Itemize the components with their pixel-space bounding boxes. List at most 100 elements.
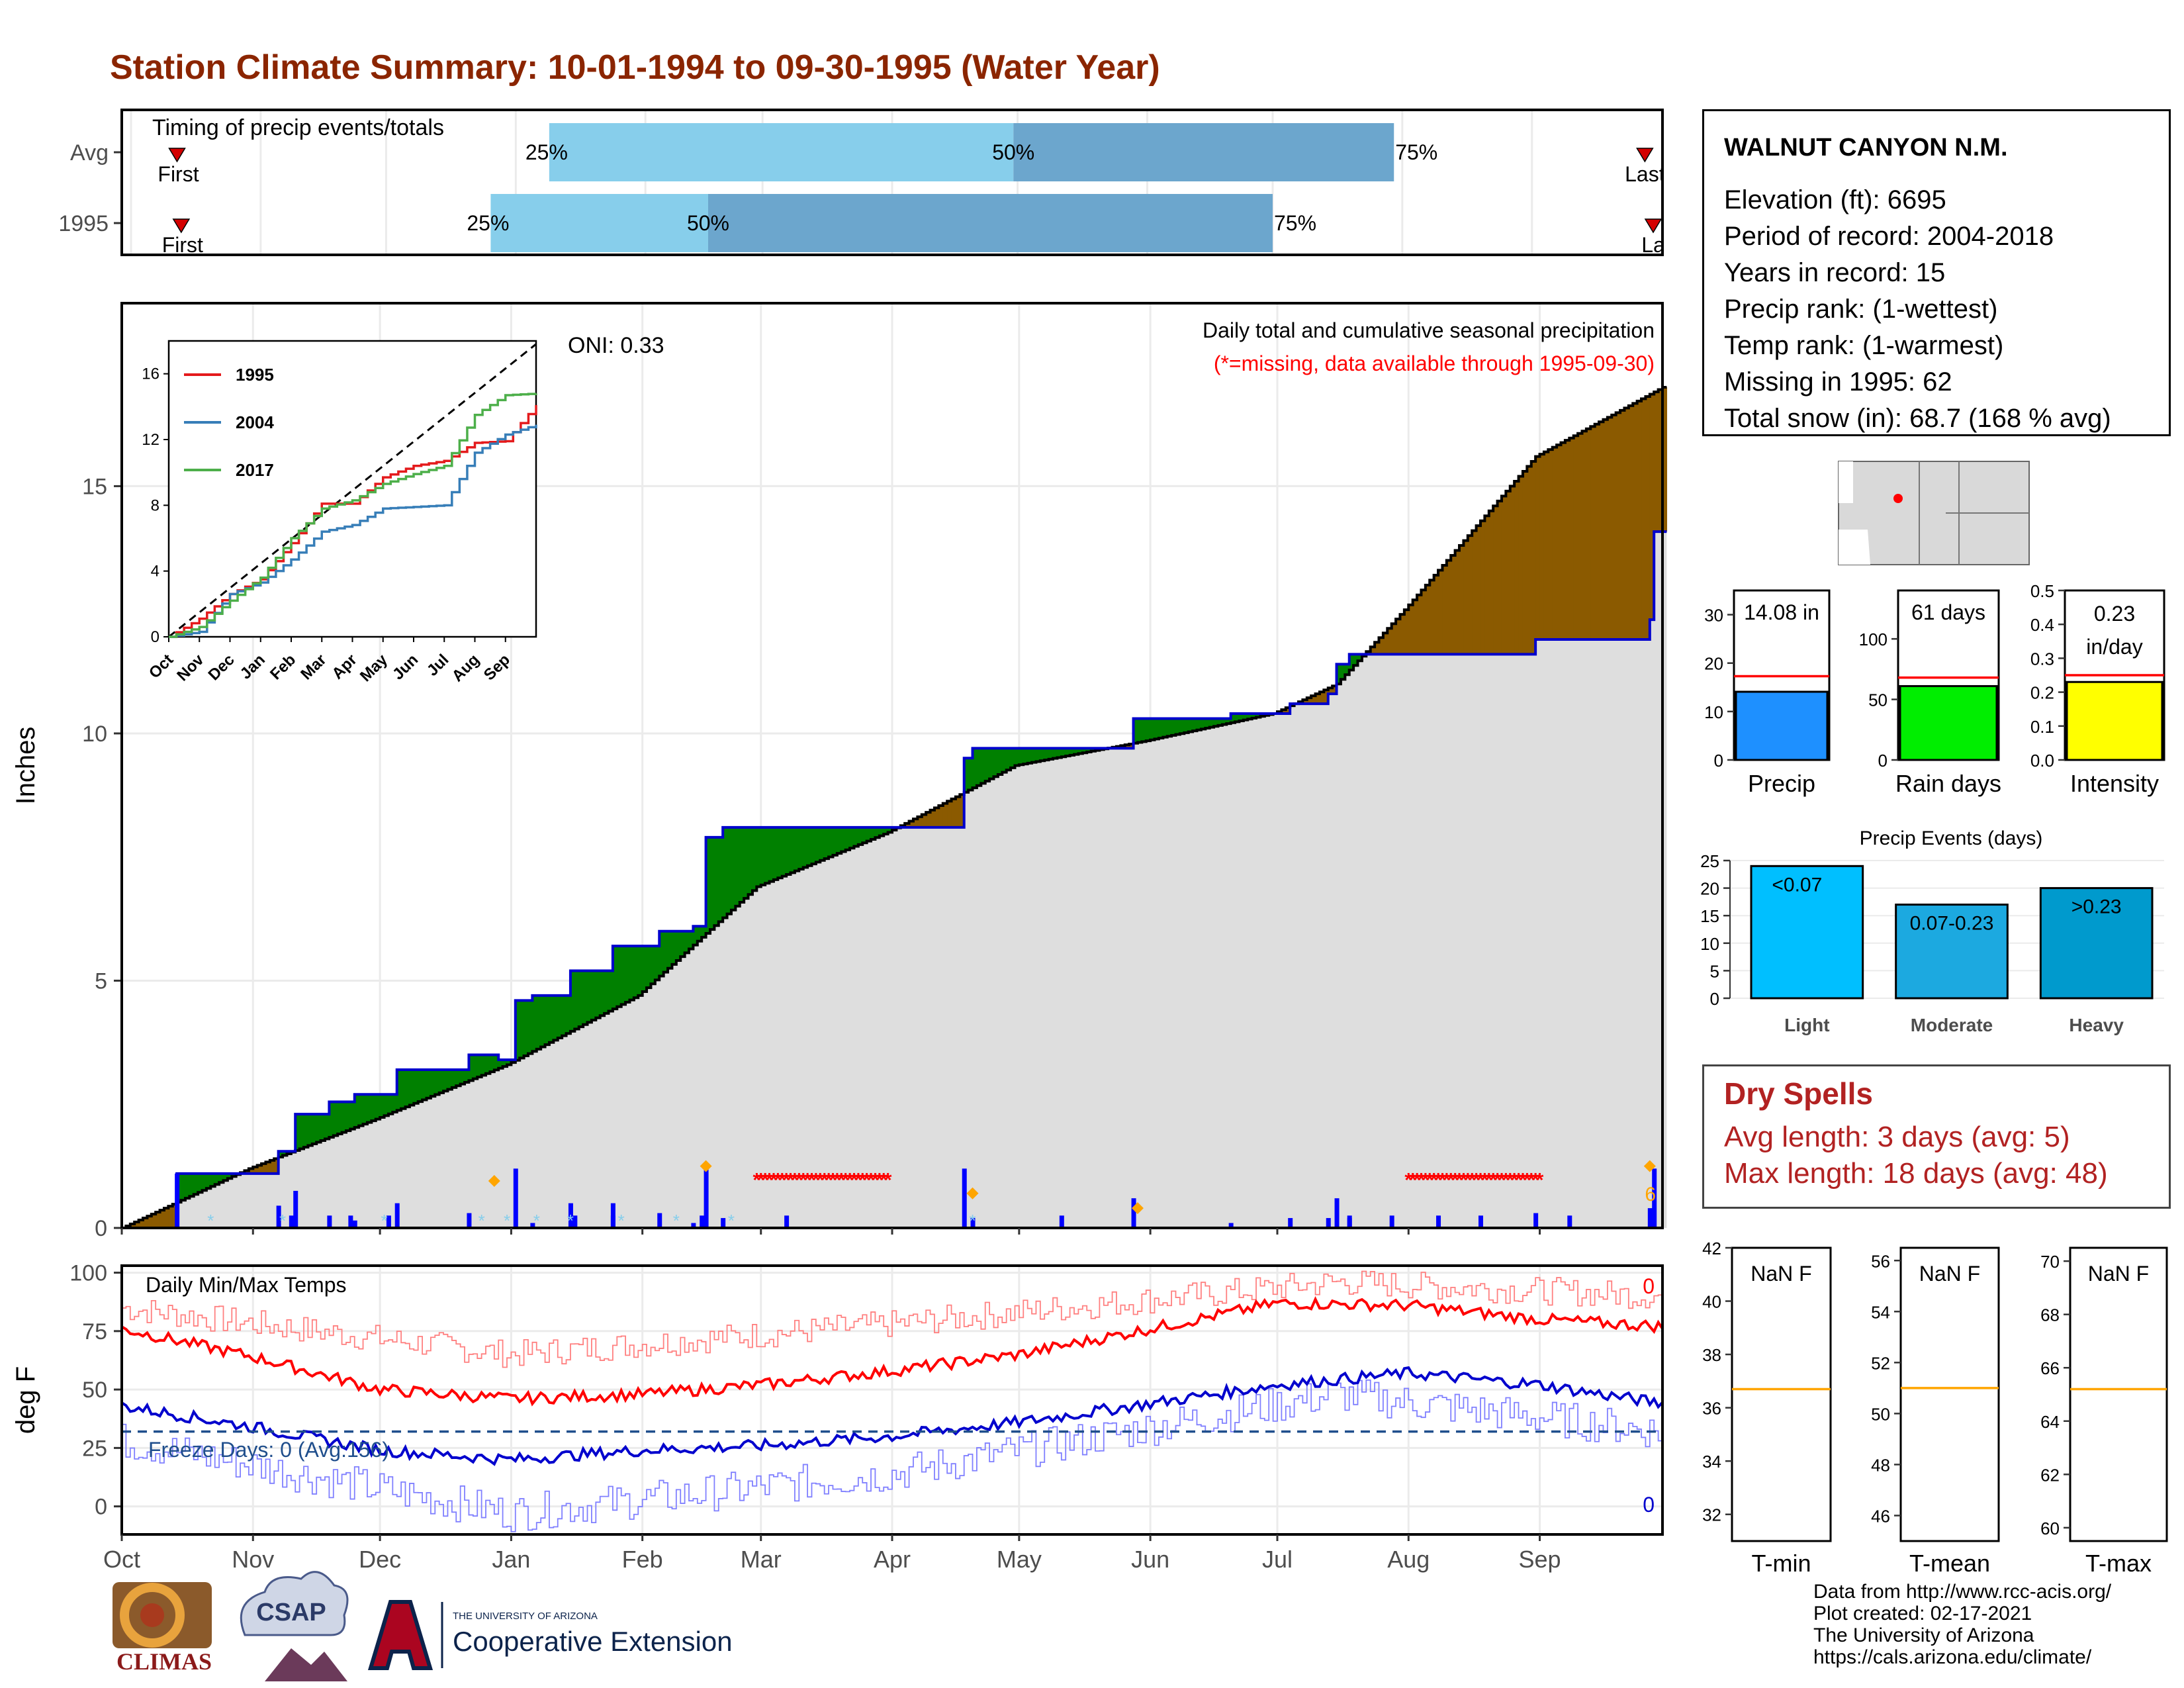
daily-precip-bar <box>704 1168 709 1228</box>
daily-precip-bar <box>175 1173 180 1228</box>
missing-data-marker: * <box>1443 1169 1451 1191</box>
below-normal-fill <box>1527 466 1532 655</box>
below-normal-fill <box>142 1218 148 1228</box>
above-normal-fill <box>578 970 584 1027</box>
climas-logo-text: CLIMAS <box>116 1648 212 1675</box>
temp-ytick-label: 50 <box>82 1378 107 1403</box>
below-normal-fill <box>1654 391 1659 532</box>
station-elevation: Elevation (ft): 6695 <box>1724 185 1946 214</box>
daily-precip-bar <box>1652 1168 1657 1228</box>
events-ytick-label: 20 <box>1700 879 1719 899</box>
events-bar-label: Heavy <box>2069 1015 2124 1035</box>
below-normal-fill <box>1430 580 1435 655</box>
missing-data-marker: * <box>1489 1169 1497 1191</box>
station-info-box: WALNUT CANYON N.M. Elevation (ft): 6695 … <box>1702 109 2171 436</box>
above-normal-fill <box>709 837 715 930</box>
above-normal-fill <box>308 1114 313 1146</box>
below-normal-fill <box>1315 694 1320 704</box>
heavy-event-marker <box>700 1160 712 1172</box>
above-normal-fill <box>727 827 732 914</box>
daily-precip-bar <box>1389 1215 1394 1228</box>
above-normal-fill <box>892 827 897 830</box>
below-normal-fill <box>253 1166 258 1174</box>
missing-data-marker: * <box>842 1169 850 1191</box>
missing-data-marker: * <box>795 1169 803 1191</box>
missing-data-marker: * <box>778 1169 786 1191</box>
below-normal-fill <box>1658 389 1663 532</box>
above-normal-fill <box>1011 748 1016 768</box>
above-normal-fill <box>1044 748 1050 761</box>
summary-value-unit: in/day <box>2086 635 2142 659</box>
above-normal-fill <box>985 748 990 782</box>
below-normal-fill <box>926 812 931 827</box>
below-normal-fill <box>1306 698 1312 704</box>
above-normal-fill <box>396 1069 402 1111</box>
temp-box-label: T-max <box>2085 1550 2152 1577</box>
above-normal-fill <box>536 995 541 1049</box>
dry-spells-avg: Avg length: 3 days (avg: 5) <box>1724 1121 2070 1153</box>
above-normal-fill <box>1053 748 1058 759</box>
above-normal-fill <box>858 827 863 845</box>
daily-precip-bar <box>691 1223 696 1228</box>
above-normal-fill <box>189 1173 195 1197</box>
summary-value: 61 days <box>1911 600 1985 624</box>
above-normal-fill <box>338 1102 343 1135</box>
above-normal-fill <box>447 1069 453 1090</box>
max-temp-line <box>120 1295 1664 1407</box>
above-normal-fill <box>621 946 626 1005</box>
above-normal-fill <box>299 1114 304 1149</box>
missing-data-marker: * <box>787 1169 795 1191</box>
above-normal-fill <box>638 946 643 996</box>
daily-precip-bar <box>970 1218 976 1228</box>
temp-ytick-label: 75 <box>82 1319 107 1344</box>
missing-data-marker: * <box>816 1169 824 1191</box>
above-normal-fill <box>562 995 567 1036</box>
daily-precip-bar <box>293 1190 298 1228</box>
below-normal-fill <box>1561 442 1566 639</box>
above-normal-fill <box>782 827 787 876</box>
ua-big-text: Cooperative Extension <box>453 1626 733 1657</box>
below-normal-fill <box>1531 461 1536 655</box>
above-normal-fill <box>185 1173 190 1199</box>
below-normal-fill <box>244 1170 250 1174</box>
above-normal-fill <box>1137 718 1142 743</box>
below-normal-fill <box>1493 506 1498 655</box>
snow-marker: * <box>728 1211 735 1231</box>
above-normal-fill <box>426 1069 432 1098</box>
above-normal-fill <box>532 995 537 1052</box>
above-normal-fill <box>1197 718 1202 730</box>
daily-precip-bar <box>1288 1218 1293 1228</box>
temp-ytick-label: 0 <box>95 1495 107 1520</box>
inset-legend-label: 1995 <box>236 365 274 385</box>
above-normal-fill <box>773 827 778 880</box>
missing-data-marker: * <box>1413 1169 1421 1191</box>
daily-precip-bar <box>513 1168 518 1228</box>
summary-ytick-label: 0 <box>1714 751 1723 771</box>
daily-precip-bar <box>700 1215 705 1228</box>
temp-ytick-label: 25 <box>82 1436 107 1461</box>
above-normal-fill <box>1167 718 1172 737</box>
below-normal-fill <box>257 1165 262 1174</box>
dry-spells-max: Max length: 18 days (avg: 48) <box>1724 1157 2108 1190</box>
daily-precip-bar <box>289 1215 294 1228</box>
inset-ytick-label: 8 <box>151 496 159 514</box>
dry-spells-box: Dry Spells Avg length: 3 days (avg: 5) M… <box>1702 1064 2171 1209</box>
normal-precip-area <box>122 387 1667 1228</box>
above-normal-fill <box>206 1173 211 1189</box>
below-normal-fill <box>1332 686 1338 694</box>
temp-box-2 <box>2069 1246 2168 1542</box>
above-normal-fill <box>803 827 808 868</box>
summary-ytick-label: 0.0 <box>2030 751 2054 771</box>
last-marker <box>1644 218 1662 234</box>
month-label: Jan <box>492 1546 530 1573</box>
above-normal-fill <box>498 1060 504 1068</box>
summary-ytick-label: 0 <box>1878 751 1888 771</box>
daily-precip-bar <box>657 1213 662 1228</box>
state-map-outside <box>1839 530 1870 565</box>
above-normal-fill <box>1154 718 1160 739</box>
missing-data-marker: * <box>872 1169 880 1191</box>
above-normal-fill <box>435 1069 440 1095</box>
month-label: Nov <box>232 1546 274 1573</box>
above-normal-fill <box>329 1102 334 1138</box>
daily-precip-bar <box>1647 1208 1653 1228</box>
